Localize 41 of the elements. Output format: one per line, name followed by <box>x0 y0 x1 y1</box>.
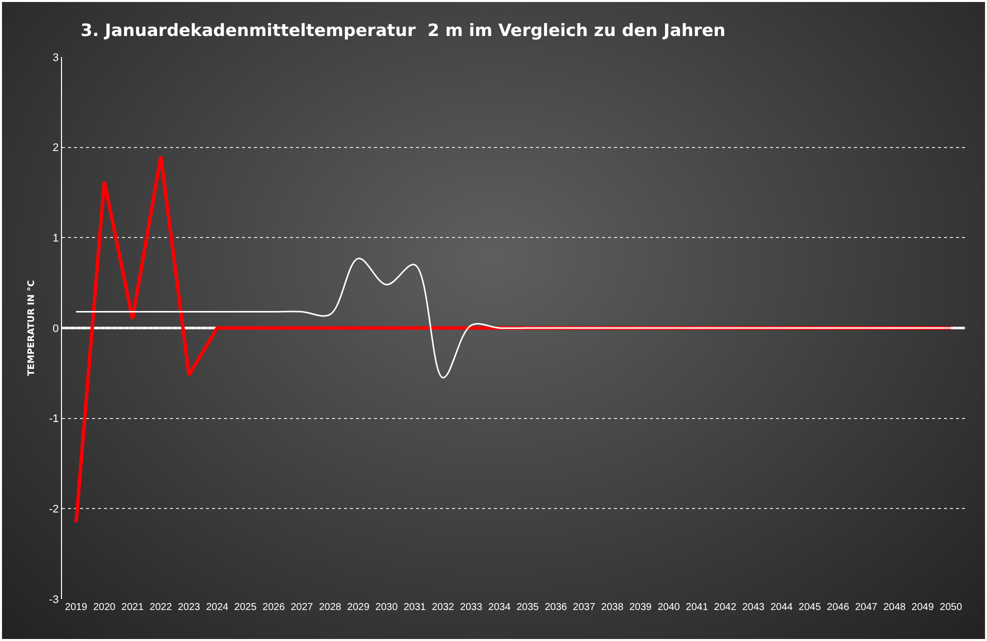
x-tick-label: 2041 <box>686 602 708 613</box>
y-tick-label: 0 <box>52 322 59 335</box>
x-tick-label: 2039 <box>629 602 652 613</box>
x-tick-label: 2020 <box>93 602 116 613</box>
y-tick-label: 2 <box>52 142 59 154</box>
x-tick-label: 2029 <box>347 602 370 613</box>
y-tick-label: -2 <box>49 504 59 516</box>
x-tick-label: 2027 <box>290 602 314 613</box>
x-tick-label: 2024 <box>206 602 229 613</box>
x-tick-label: 2047 <box>855 602 878 613</box>
x-tick-label: 2046 <box>826 602 850 613</box>
x-tick-label: 2049 <box>912 602 934 613</box>
x-tick-label: 2035 <box>516 602 540 613</box>
y-tick-label: -1 <box>49 413 59 426</box>
x-tick-label: 2042 <box>714 602 737 613</box>
x-tick-label: 2045 <box>798 602 822 613</box>
x-tick-label: 2022 <box>150 602 172 613</box>
x-tick-label: 2028 <box>318 602 342 613</box>
x-tick-label: 2033 <box>460 602 483 613</box>
x-tick-label: 2031 <box>404 602 426 613</box>
x-tick-label: 2032 <box>432 602 455 613</box>
y-tick-label: 3 <box>52 52 59 64</box>
x-tick-label: 2038 <box>601 602 624 613</box>
x-tick-label: 2023 <box>178 602 201 613</box>
x-tick-label: 2043 <box>742 602 765 613</box>
x-tick-label: 2034 <box>488 602 511 613</box>
y-tick-label: 1 <box>52 232 59 245</box>
y-axis-title: TEMPERATUR IN °C <box>27 280 37 376</box>
x-tick-label: 2048 <box>883 602 906 613</box>
x-tick-label: 2036 <box>544 602 568 613</box>
x-tick-label: 2037 <box>572 602 596 613</box>
x-tick-label: 2025 <box>234 602 257 613</box>
x-tick-label: 2026 <box>262 602 286 613</box>
y-tick-label: -3 <box>49 594 59 606</box>
x-tick-label: 2050 <box>940 602 962 613</box>
x-tick-label: 2019 <box>64 602 88 613</box>
x-tick-label: 2040 <box>658 602 680 613</box>
x-tick-label: 2044 <box>770 602 794 613</box>
x-tick-label: 2030 <box>375 602 398 613</box>
x-tick-label: 2021 <box>121 602 144 613</box>
chart-title: 3. Januardekadenmitteltemperatur 2 m im Vergleich zu den Jahren <box>80 21 726 42</box>
